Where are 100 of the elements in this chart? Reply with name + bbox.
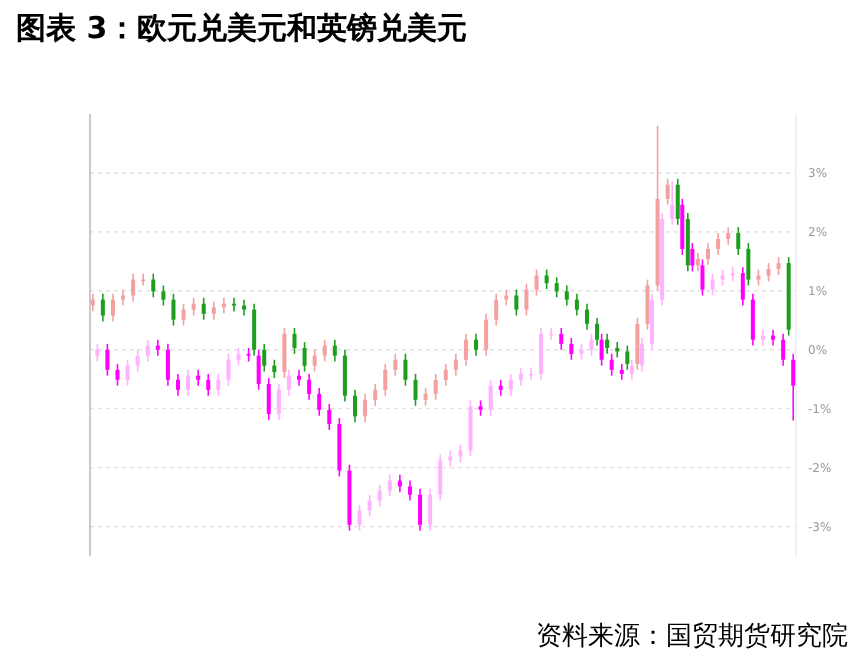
candlestick (216, 373, 221, 397)
candlestick (609, 353, 614, 377)
candlestick (559, 327, 564, 351)
candlestick (635, 317, 640, 371)
candlestick (377, 483, 382, 508)
candlestick (121, 288, 126, 307)
candlestick (403, 353, 408, 387)
candlestick (574, 292, 579, 317)
candlestick (645, 278, 650, 331)
candlestick (252, 302, 257, 357)
candlestick (115, 363, 120, 387)
candlestick (272, 358, 277, 379)
candlestick (504, 288, 509, 307)
candlestick (564, 284, 569, 307)
candlestick (508, 373, 513, 397)
candlestick (468, 399, 473, 458)
candlestick (690, 242, 695, 273)
candlestick (534, 268, 539, 297)
candlestick (262, 343, 267, 373)
candlestick (524, 282, 529, 317)
candlestick (206, 373, 211, 397)
candlestick (266, 377, 271, 421)
candlestick (710, 272, 715, 297)
candlestick (196, 368, 201, 387)
candlestick (125, 358, 130, 387)
candlestick (242, 298, 247, 317)
candlestick (161, 284, 166, 307)
candlestick (463, 333, 468, 367)
candlestick (282, 327, 287, 379)
candlestick (746, 242, 751, 287)
candlestick (393, 353, 398, 377)
candlestick (584, 302, 589, 331)
candlestick (175, 373, 181, 397)
candlestick (595, 317, 600, 347)
candlestick (736, 226, 741, 256)
candlestick (131, 272, 136, 303)
candlestick (705, 242, 711, 266)
candlestick (171, 292, 176, 327)
candlestick (373, 383, 378, 407)
candlestick (443, 363, 448, 387)
candlestick (639, 337, 644, 373)
candlestick (302, 341, 307, 373)
candlestick (589, 333, 594, 357)
candlestick (211, 300, 216, 321)
candlestick (433, 373, 438, 401)
candlestick (292, 327, 297, 355)
candlestick (256, 348, 261, 391)
candlestick (685, 212, 690, 273)
candlestick (367, 493, 372, 518)
candlestick (695, 252, 700, 273)
candlestick (332, 338, 337, 363)
candlestick (781, 333, 786, 367)
candlestick (498, 378, 503, 397)
candlestick (151, 272, 156, 299)
candlestick (231, 297, 236, 313)
candlestick (488, 378, 493, 417)
candlestick (700, 258, 705, 297)
candlestick (544, 268, 549, 290)
candlestick (665, 178, 670, 206)
candlestick (135, 348, 140, 373)
candlestick (605, 333, 610, 355)
candlestick (554, 276, 559, 299)
candlestick (276, 383, 281, 421)
candlestick (569, 337, 574, 361)
candlestick (327, 403, 332, 431)
candlestick (337, 417, 342, 478)
candlestick (675, 178, 680, 226)
candlestick (629, 358, 634, 381)
candlestick (791, 353, 796, 422)
candlestick (105, 343, 110, 377)
candlestick (312, 348, 317, 373)
candlestick (539, 327, 544, 381)
candlestick (352, 389, 358, 424)
candlestick (650, 292, 655, 351)
candlestick (165, 343, 170, 387)
candlestick (322, 338, 327, 363)
candlestick (740, 266, 745, 307)
candlestick (363, 393, 368, 424)
candlestick (670, 180, 675, 226)
chart-title: 图表 3：欧元兑美元和英镑兑美元 (16, 10, 468, 46)
candlestick (438, 453, 443, 502)
candlestick (155, 338, 160, 357)
candlestick (145, 338, 150, 363)
candlestick (186, 368, 191, 397)
candlestick (453, 353, 458, 377)
candlestick (428, 488, 433, 532)
candlestick (286, 368, 291, 397)
candlestick (342, 348, 347, 403)
candlestick (474, 333, 479, 357)
candlestick (317, 387, 322, 417)
candlestick (484, 312, 489, 357)
candlestick (716, 232, 721, 256)
candlestick (599, 333, 604, 367)
candlestick (750, 292, 755, 347)
candlestick (307, 373, 312, 401)
text: 资料来源：国贸期货研究院 (536, 622, 848, 652)
candlestick (418, 488, 423, 532)
candlestick (766, 262, 771, 283)
candlestick (619, 363, 624, 381)
candlestick (680, 198, 685, 256)
